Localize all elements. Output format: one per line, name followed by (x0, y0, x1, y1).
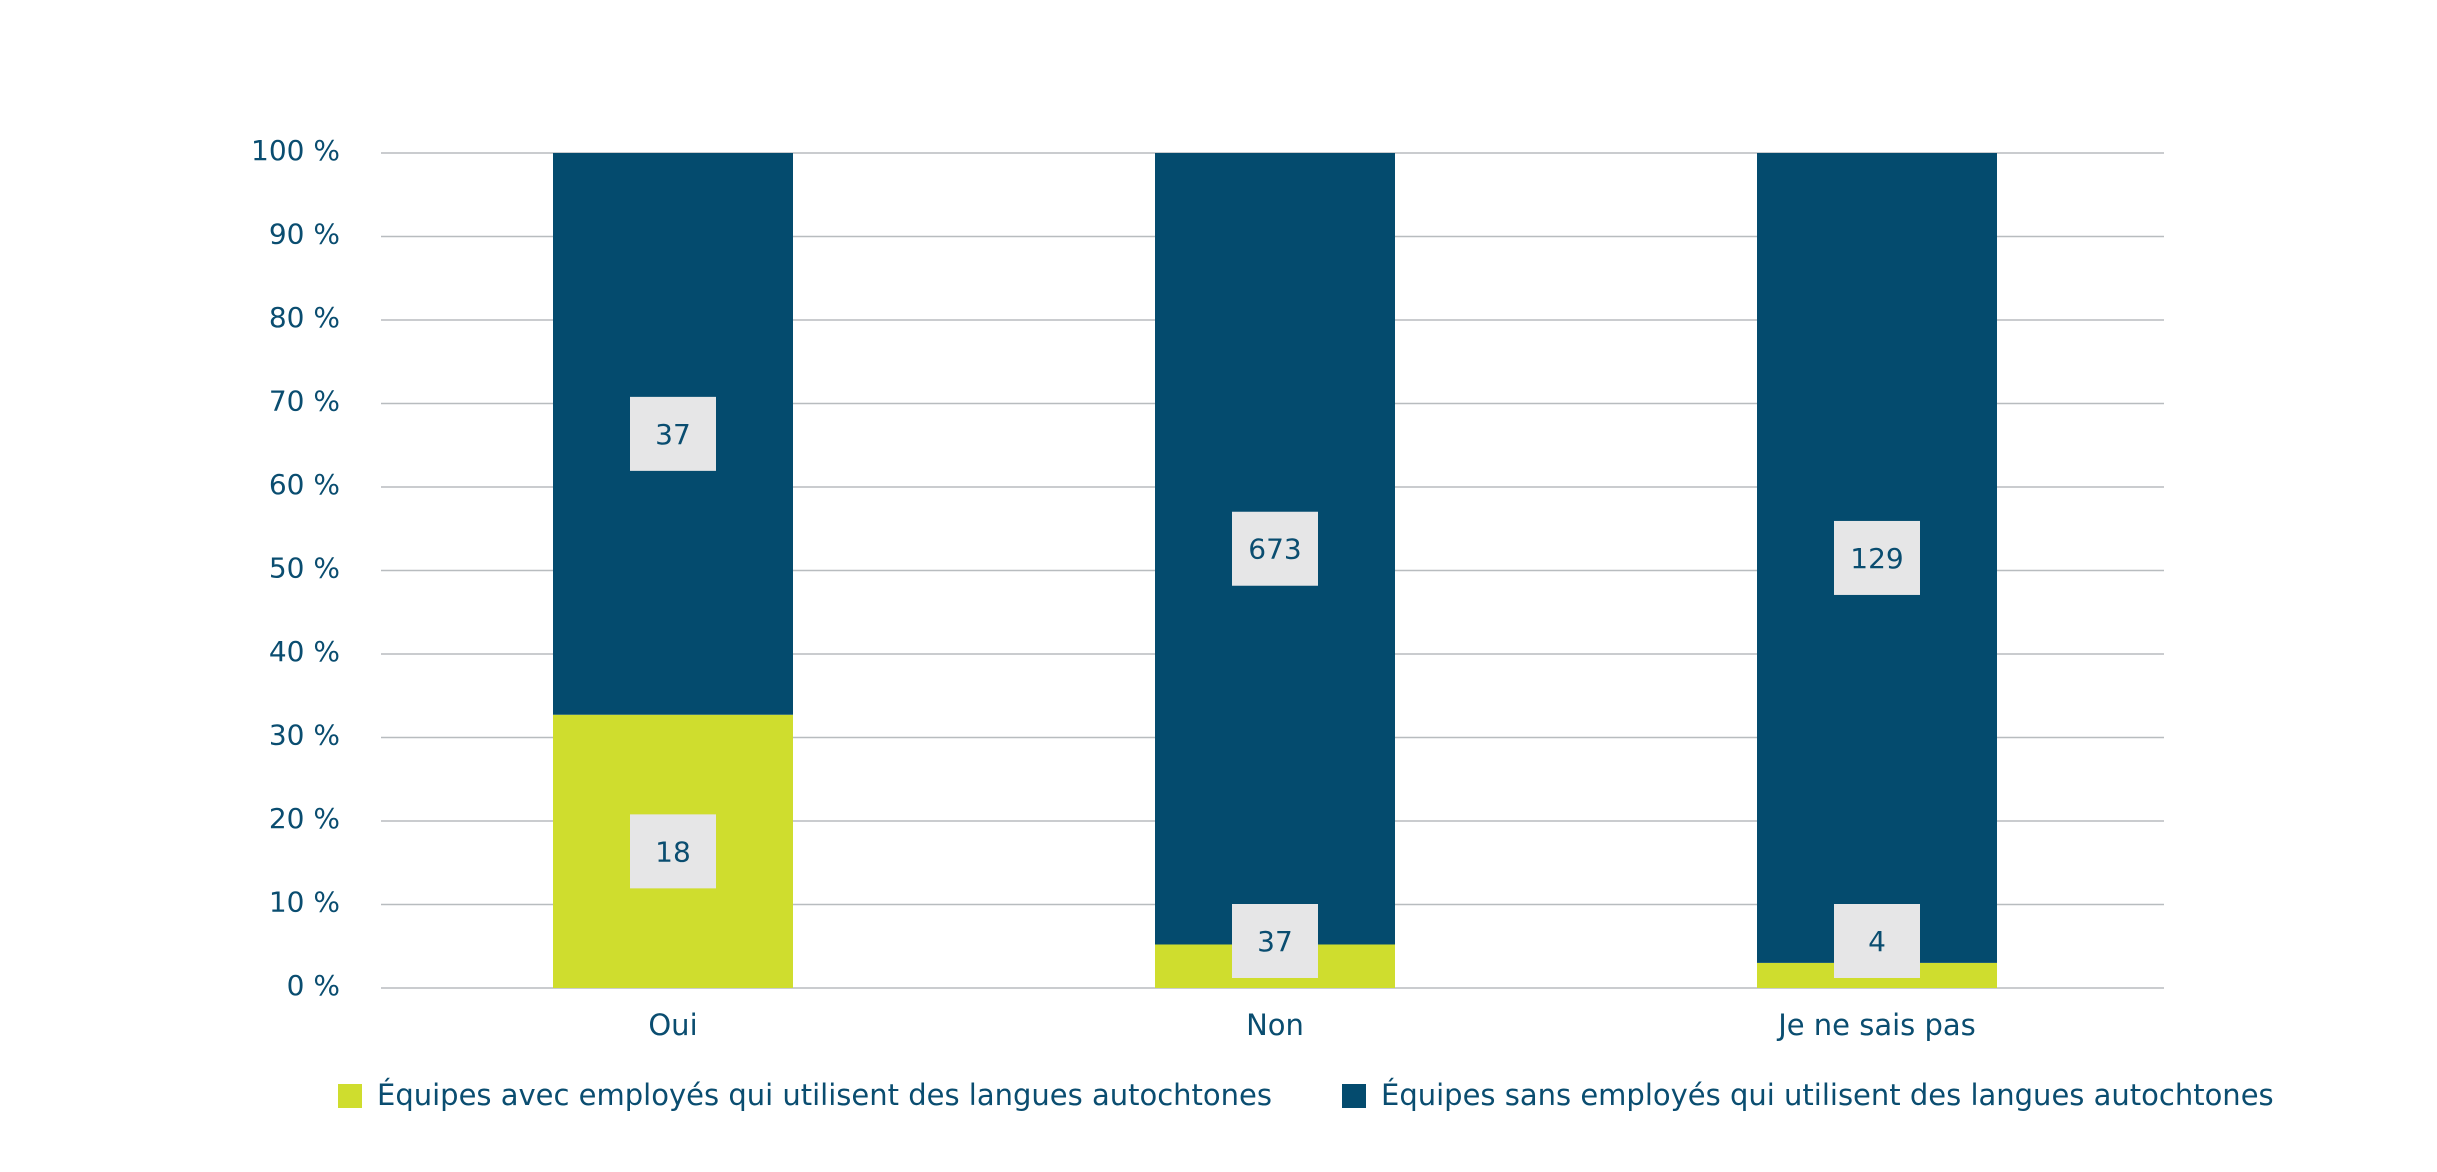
data-label-avec: 37 (1257, 925, 1293, 958)
data-label-sans: 129 (1850, 542, 1903, 575)
y-tick-label: 20 % (269, 802, 340, 835)
data-label-box (630, 814, 716, 889)
category-label: Oui (648, 1008, 697, 1042)
data-label-sans: 37 (655, 418, 691, 451)
legend-swatch (338, 1084, 362, 1108)
y-axis-tick-labels: 0 % 10 % 20 % 30 % 40 % 50 % 60 % 70 % 80 % 90 % 1… (251, 134, 340, 1002)
data-label-avec: 18 (655, 835, 691, 868)
legend-swatch (1342, 1084, 1366, 1108)
legend: Équipes avec employés qui utilisent des … (338, 1078, 2274, 1112)
y-tick-label: 100 % (251, 134, 340, 167)
category-labels: Oui Non Je ne sais pas (648, 1008, 1975, 1042)
category-label: Je ne sais pas (1776, 1008, 1976, 1042)
y-tick-label: 80 % (269, 301, 340, 334)
data-label-box (1232, 904, 1318, 978)
y-tick-label: 90 % (269, 218, 340, 251)
data-label-sans: 673 (1248, 533, 1301, 566)
data-labels: 18 37 37 673 4 129 (630, 396, 1920, 978)
y-tick-label: 10 % (269, 886, 340, 919)
data-label-box (1834, 520, 1920, 595)
y-tick-label: 0 % (287, 969, 340, 1002)
legend-label: Équipes avec employés qui utilisent des … (377, 1078, 1272, 1112)
data-label-avec: 4 (1868, 925, 1886, 958)
y-tick-label: 40 % (269, 635, 340, 668)
data-label-box (630, 396, 716, 471)
y-tick-label: 50 % (269, 552, 340, 585)
data-label-box (1232, 511, 1318, 586)
data-label-box (1834, 904, 1920, 978)
category-label: Non (1246, 1008, 1304, 1042)
y-tick-label: 30 % (269, 719, 340, 752)
legend-label: Équipes sans employés qui utilisent des … (1381, 1078, 2274, 1112)
y-tick-label: 60 % (269, 468, 340, 501)
y-tick-label: 70 % (269, 385, 340, 418)
